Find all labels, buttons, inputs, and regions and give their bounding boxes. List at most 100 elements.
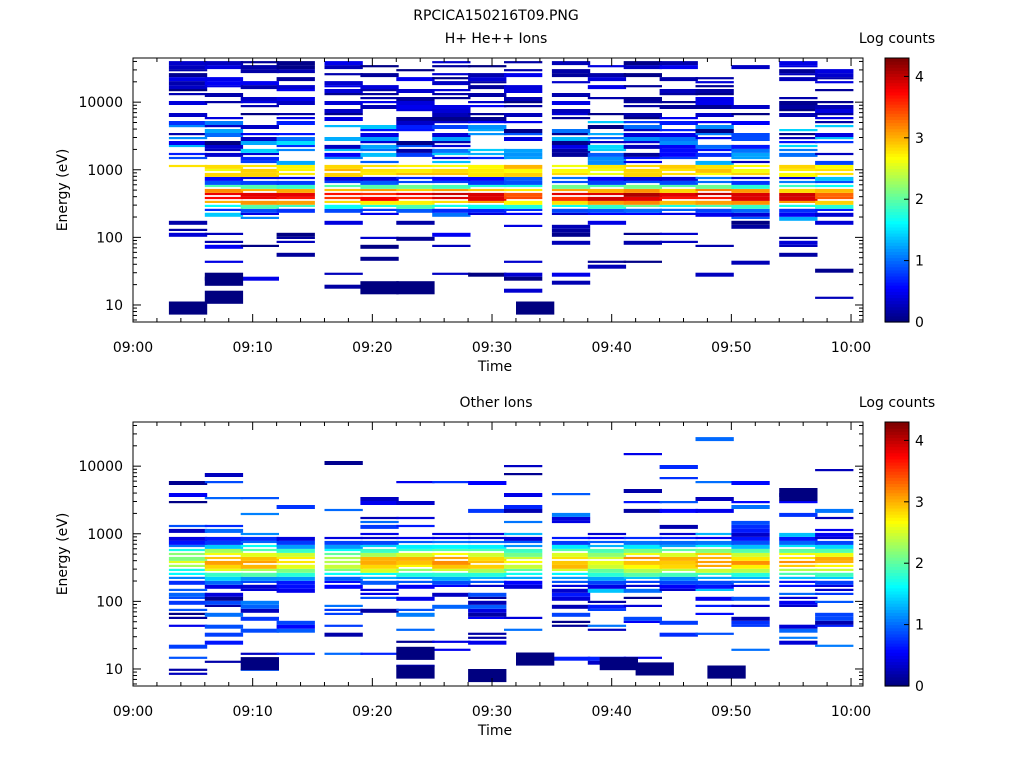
heatmap-cell bbox=[360, 89, 399, 92]
heatmap-cell bbox=[779, 188, 818, 193]
heatmap-cell bbox=[276, 505, 315, 509]
heatmap-cell bbox=[204, 172, 244, 177]
heatmap-cell bbox=[731, 204, 770, 209]
colorbar-segment bbox=[885, 461, 909, 466]
heatmap-cell bbox=[779, 192, 818, 197]
heatmap-cell bbox=[779, 144, 818, 148]
heatmap-cell bbox=[396, 117, 435, 121]
colorbar-segment bbox=[885, 288, 909, 292]
heatmap-cell bbox=[504, 536, 543, 541]
heatmap-cell bbox=[504, 180, 543, 185]
heatmap-cell bbox=[587, 600, 627, 603]
heatmap-cell bbox=[240, 616, 279, 621]
heatmap-cell bbox=[360, 196, 399, 201]
heatmap-cell bbox=[240, 532, 279, 536]
heatmap-cell bbox=[659, 188, 698, 193]
heatmap-cell bbox=[779, 600, 818, 605]
heatmap-cell bbox=[360, 544, 399, 548]
heatmap-cell bbox=[695, 568, 734, 573]
heatmap-cell bbox=[815, 164, 854, 169]
heatmap-cell bbox=[504, 192, 543, 197]
heatmap-cell bbox=[504, 548, 543, 553]
heatmap-cell bbox=[504, 564, 543, 569]
colorbar-segment bbox=[885, 312, 909, 317]
colorbar-segment bbox=[885, 131, 909, 136]
heatmap-cell bbox=[815, 556, 854, 561]
heatmap-cell bbox=[623, 588, 662, 593]
heatmap-cell bbox=[240, 188, 279, 192]
colorbar-segment bbox=[885, 232, 909, 237]
heatmap-cell bbox=[659, 465, 698, 469]
colorbar-segment bbox=[885, 125, 909, 130]
heatmap-cell bbox=[551, 144, 591, 149]
heatmap-cell bbox=[168, 501, 208, 504]
heatmap-cell bbox=[468, 196, 507, 201]
heatmap-cell bbox=[240, 69, 279, 74]
colorbar-segment bbox=[885, 477, 909, 481]
heatmap-cell bbox=[779, 133, 818, 136]
heatmap-cell bbox=[168, 493, 208, 497]
heatmap-cell bbox=[396, 148, 435, 153]
heatmap-cell bbox=[396, 152, 435, 157]
heatmap-cell bbox=[432, 568, 471, 571]
heatmap-cell bbox=[623, 560, 662, 565]
heatmap-cell bbox=[240, 497, 279, 500]
heatmap-cell bbox=[551, 117, 591, 120]
heatmap-cell bbox=[360, 168, 399, 173]
colorbar-segment bbox=[885, 603, 909, 607]
heatmap-cell bbox=[779, 572, 818, 575]
heatmap-cell bbox=[324, 196, 363, 200]
heatmap-cell bbox=[551, 109, 591, 113]
heatmap-cell bbox=[731, 216, 770, 219]
colorbar-segment bbox=[885, 498, 909, 503]
heatmap-cell bbox=[432, 89, 471, 92]
colorbar-segment bbox=[885, 425, 909, 429]
heatmap-cell bbox=[468, 576, 507, 579]
heatmap-cell bbox=[324, 164, 363, 169]
heatmap-cell bbox=[204, 544, 244, 549]
colorbar-segment bbox=[885, 251, 909, 256]
heatmap-cell bbox=[168, 612, 208, 615]
colorbar-segment bbox=[885, 168, 909, 173]
heatmap-cell bbox=[587, 137, 627, 140]
heatmap-cell bbox=[587, 212, 627, 215]
heatmap-cell bbox=[468, 556, 507, 561]
heatmap-cell bbox=[659, 508, 698, 513]
x-tick-label: 09:30 bbox=[472, 704, 512, 720]
heatmap-cell bbox=[168, 228, 208, 231]
heatmap-cell bbox=[815, 564, 854, 567]
heatmap-cell bbox=[324, 612, 363, 615]
heatmap-cell bbox=[779, 168, 818, 172]
heatmap-cell bbox=[695, 168, 734, 173]
heatmap-cell bbox=[504, 552, 543, 557]
colorbar-segment bbox=[885, 94, 909, 99]
colorbar-segment bbox=[885, 615, 909, 620]
heatmap-cell bbox=[731, 505, 770, 509]
heatmap-cell bbox=[695, 81, 734, 84]
colorbar-frame bbox=[884, 421, 910, 687]
heatmap-cell bbox=[168, 69, 208, 72]
heatmap-cell bbox=[204, 164, 244, 169]
heatmap-cell bbox=[324, 156, 363, 160]
heatmap-cell bbox=[360, 520, 399, 524]
heatmap-cell bbox=[815, 105, 854, 109]
heatmap-cell bbox=[551, 512, 591, 517]
heatmap-cell bbox=[504, 493, 543, 497]
heatmap-cell bbox=[551, 604, 591, 609]
colorbar-segment bbox=[885, 257, 909, 262]
heatmap-cell bbox=[815, 73, 854, 78]
heatmap-cell bbox=[204, 133, 244, 137]
heatmap-cell bbox=[468, 508, 507, 513]
heatmap-cell bbox=[396, 646, 435, 660]
colorbar-segment bbox=[885, 495, 909, 500]
heatmap-cell bbox=[623, 232, 662, 235]
heatmap-cell bbox=[240, 244, 279, 247]
heatmap-cell bbox=[815, 588, 854, 591]
heatmap-cell bbox=[779, 180, 818, 184]
heatmap-cell bbox=[240, 133, 279, 136]
heatmap-cell bbox=[468, 148, 507, 152]
heatmap-cell bbox=[587, 564, 627, 569]
heatmap-cell bbox=[168, 544, 208, 548]
heatmap-cell bbox=[168, 137, 208, 140]
colorbar-segment bbox=[885, 67, 909, 71]
